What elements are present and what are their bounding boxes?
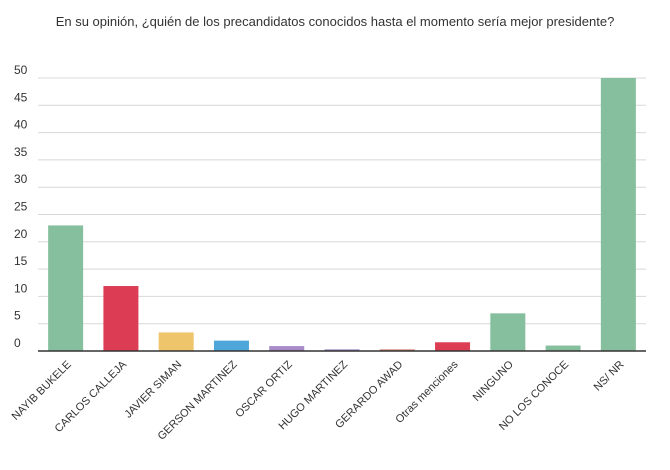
bar	[269, 346, 305, 351]
bar	[158, 332, 194, 351]
grid-lines	[38, 77, 646, 325]
x-category-label: JAVIER SIMAN	[122, 359, 184, 421]
bar	[103, 286, 139, 351]
x-category-label: OSCAR ORTIZ	[233, 358, 295, 420]
y-tick-label: 40	[14, 118, 28, 132]
y-tick-label: 0	[14, 336, 21, 350]
y-tick-label: 35	[14, 145, 28, 159]
y-tick-label: 5	[14, 309, 21, 323]
bar	[324, 349, 360, 351]
bar	[435, 342, 471, 351]
bar	[48, 225, 84, 351]
bar	[379, 349, 415, 351]
y-axis-ticks: 0 5 10 15 20 25 30 35 40 45 50	[14, 63, 28, 350]
bar	[490, 313, 526, 351]
y-tick-label: 30	[14, 172, 28, 186]
x-category-label: NS/ NR	[592, 359, 627, 394]
bar	[545, 345, 581, 351]
bar	[213, 340, 249, 351]
bars	[48, 78, 636, 351]
y-tick-label: 45	[14, 90, 28, 104]
y-tick-label: 15	[14, 254, 28, 268]
x-category-label: NAYIB BUKELE	[10, 359, 74, 423]
y-tick-label: 50	[14, 63, 28, 77]
x-category-label: NINGUNO	[471, 358, 517, 404]
bar	[600, 78, 636, 351]
y-tick-label: 10	[14, 281, 28, 295]
chart-title: En su opinión, ¿quién de los precandidat…	[55, 14, 615, 29]
y-tick-label: 20	[14, 227, 28, 241]
y-tick-label: 25	[14, 200, 28, 214]
